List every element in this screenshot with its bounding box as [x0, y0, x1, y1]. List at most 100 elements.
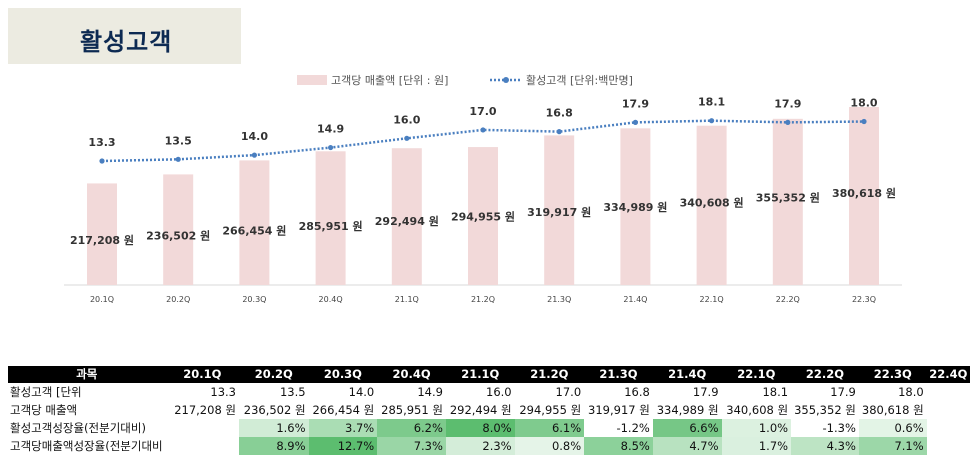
- bar-value-label: 294,955 원: [451, 210, 515, 224]
- legend-line-label: 활성고객 [단위:백만명]: [526, 73, 633, 87]
- line-value-label: 14.0: [241, 130, 268, 143]
- table-cell: [927, 401, 970, 419]
- table-cell: 292,494 원: [449, 403, 512, 417]
- row-label: 고객당매출액성장율(전분기대비: [10, 439, 163, 453]
- table-header-cell: 21.1Q: [445, 366, 515, 383]
- table-cell: [927, 437, 970, 455]
- table-cell: [926, 382, 970, 401]
- line-value-label: 14.9: [317, 123, 344, 136]
- line-point: [175, 156, 181, 162]
- table-cell: 7.3%: [377, 437, 446, 455]
- legend-line-marker: [503, 77, 509, 83]
- bar-value-label: 236,502 원: [146, 228, 210, 242]
- table-cell: [166, 419, 239, 437]
- bar-value-label: 319,917 원: [527, 205, 591, 219]
- table-header-cell: 21.2Q: [514, 366, 585, 383]
- table-cell: 16.0: [445, 382, 515, 401]
- table-header-cell: 22.4Q: [926, 366, 970, 383]
- line-value-label: 16.0: [393, 113, 420, 126]
- row-label: 활성고객 [단위: [8, 382, 166, 401]
- table-cell: 8.9%: [239, 437, 309, 455]
- line-point: [404, 135, 410, 141]
- bar: [391, 148, 422, 285]
- table-cell: 1.0%: [721, 419, 792, 437]
- table-row: 활성고객성장율(전분기대비) 1.6% 3.7% 6.2% 8.0% 6.1% -1.2% 6…: [8, 419, 970, 437]
- x-tick-label: 21.4Q: [623, 295, 647, 304]
- bar: [544, 135, 575, 285]
- table-cell: 266,454 원: [312, 403, 375, 417]
- table-cell: 16.8: [584, 382, 653, 401]
- x-tick-label: 21.2Q: [471, 295, 495, 304]
- line-value-label: 13.5: [165, 134, 192, 147]
- line-points: [99, 118, 867, 164]
- table-row: 고객당매출액성장율(전분기대비 8.9% 12.7% 7.3% 2.3% 0.8% 8.5%…: [8, 437, 970, 455]
- table-header-cell: 22.1Q: [721, 366, 792, 383]
- table-cell: 8.5%: [584, 437, 653, 455]
- table-cell: 6.2%: [377, 419, 446, 437]
- line-point: [632, 119, 639, 125]
- table-row: 고객당 매출액 217,208 원 236,502 원 266,454 원 285,95…: [8, 401, 970, 419]
- table-header-cell: 22.3Q: [858, 366, 927, 383]
- table-cell: 355,352 원: [794, 403, 856, 417]
- x-tick-label: 22.1Q: [700, 295, 724, 304]
- table-cell: 319,917 원: [588, 403, 650, 417]
- table-cell: 13.5: [239, 382, 309, 401]
- bar-value-label: 340,608 원: [680, 195, 744, 209]
- x-tick-label: 22.3Q: [852, 295, 876, 304]
- table-header-cell: 22.2Q: [791, 366, 859, 383]
- x-tick-label: 20.3Q: [242, 295, 266, 304]
- table-cell: 4.7%: [652, 437, 722, 455]
- table-cell: 8.0%: [445, 419, 515, 437]
- bar: [87, 183, 117, 285]
- table-cell: 340,608 원: [726, 403, 789, 417]
- table-cell: 1.6%: [239, 419, 309, 437]
- table-cell: 380,618 원: [861, 403, 924, 417]
- line-point: [99, 158, 105, 164]
- table-cell: 3.7%: [308, 419, 378, 437]
- line-value-label: 17.0: [469, 105, 496, 118]
- legend: 고객당 매출액 [단위 : 원] 활성고객 [단위:백만명]: [297, 73, 633, 87]
- bar: [772, 118, 803, 285]
- bar-value-label: 285,951 원: [299, 219, 363, 233]
- page-title: 활성고객: [80, 28, 173, 56]
- bar-value-label: 292,494 원: [375, 214, 439, 228]
- line-series: [101, 119, 865, 163]
- table-header-cell: 20.1Q: [165, 366, 239, 383]
- table-cell: 17.9: [791, 382, 859, 401]
- table-header-cell: 21.4Q: [652, 366, 722, 383]
- line-value-label: 17.9: [622, 97, 649, 110]
- line-value-label: 18.0: [850, 97, 877, 110]
- table-cell: 236,502 원: [243, 403, 306, 417]
- table-cell: 2.3%: [445, 437, 515, 455]
- table-header-cell: 20.2Q: [239, 366, 309, 383]
- table-cell: 217,208 원: [174, 403, 236, 417]
- line-value-labels: 13.3 13.5 14.0 14.9 16.0 17.0 16.8 17.9 18.1 17.9…: [88, 96, 877, 149]
- table-header-cell: 20.4Q: [377, 366, 446, 383]
- bar-value-labels: 217,208 원 236,502 원 266,454 원 285,951 원 292,…: [70, 186, 896, 247]
- bar: [696, 125, 727, 286]
- combo-chart: 고객당 매출액 [단위 : 원] 활성고객 [단위:백만명] 217,208 원…: [64, 73, 902, 304]
- bar-value-label: 217,208 원: [70, 233, 134, 247]
- x-tick-label: 22.2Q: [776, 295, 800, 304]
- table-cell: 7.1%: [858, 437, 927, 455]
- title-box: 활성고객: [8, 8, 241, 64]
- bar: [239, 160, 270, 285]
- x-tick-label: 21.3Q: [547, 295, 571, 304]
- table-cell: 1.7%: [721, 437, 792, 455]
- bar-series: [87, 107, 879, 286]
- table-header-row: 과목 20.1Q 20.2Q 20.3Q 20.4Q 21.1Q 21.2Q 21.3Q 21.…: [8, 366, 970, 383]
- bar: [620, 128, 651, 285]
- line-point: [480, 127, 486, 133]
- table-cell: [927, 419, 970, 437]
- line-point: [251, 152, 257, 158]
- table-header-cell: 21.3Q: [584, 366, 653, 383]
- x-tick-label: 20.2Q: [166, 295, 190, 304]
- table-cell: [166, 437, 239, 455]
- data-table: 과목 20.1Q 20.2Q 20.3Q 20.4Q 21.1Q 21.2Q 21.3Q 21.…: [8, 366, 970, 455]
- line-value-label: 17.9: [774, 97, 801, 110]
- bar-value-label: 355,352 원: [756, 191, 820, 205]
- table-cell: 6.6%: [652, 419, 722, 437]
- legend-bar-label: 고객당 매출액 [단위 : 원]: [331, 74, 448, 87]
- row-label: 고객당 매출액: [10, 403, 78, 417]
- bar: [468, 147, 498, 285]
